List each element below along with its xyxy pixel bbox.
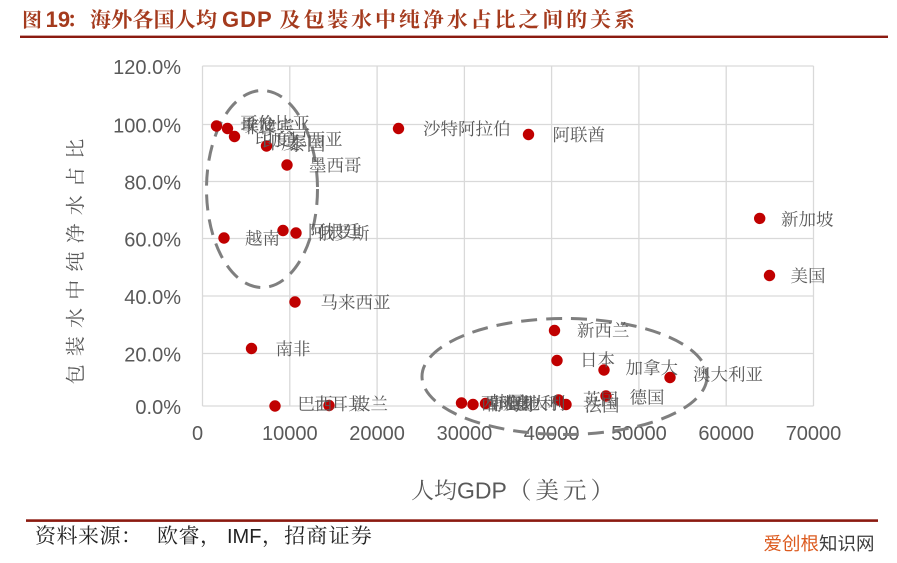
svg-text:20000: 20000 [349,423,405,445]
svg-text:19: 19 [46,7,70,32]
svg-text:40.0%: 40.0% [124,287,181,309]
svg-text:120.0%: 120.0% [113,57,181,79]
svg-text:10000: 10000 [262,423,318,445]
svg-text:30000: 30000 [437,423,493,445]
svg-text:60.0%: 60.0% [124,229,181,251]
svg-text:GDP: GDP [457,478,507,504]
svg-text:0.0%: 0.0% [135,397,181,419]
svg-text:20.0%: 20.0% [124,344,181,366]
svg-text:IMF: IMF [227,526,261,548]
svg-text:60000: 60000 [698,423,754,445]
svg-text:0: 0 [192,423,203,445]
svg-text:70000: 70000 [786,423,842,445]
svg-text:80.0%: 80.0% [124,172,181,194]
svg-text:GDP: GDP [222,7,273,32]
svg-text:100.0%: 100.0% [113,115,181,137]
